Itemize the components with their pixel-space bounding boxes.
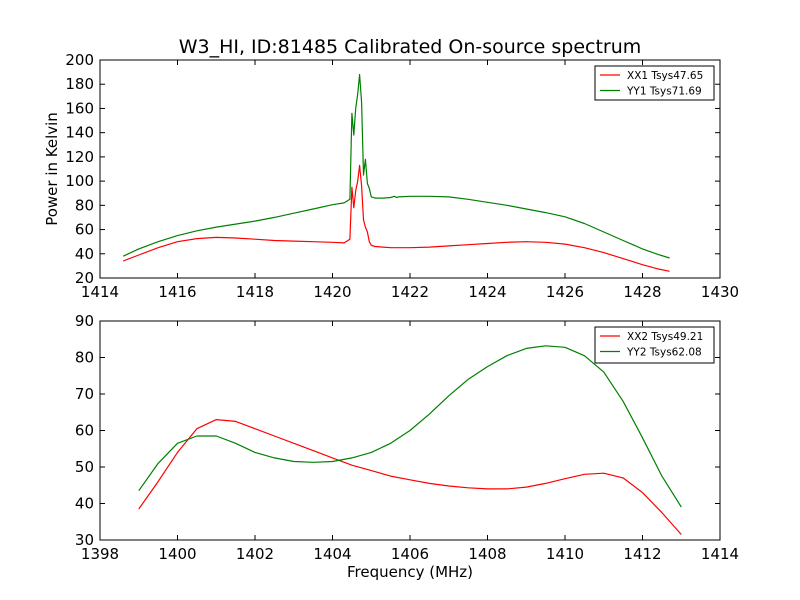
y-tick-label: 180 [65, 75, 94, 93]
y-tick-label: 80 [75, 196, 94, 214]
y-axis-label: Power in Kelvin [43, 112, 61, 226]
x-tick-label: 1416 [158, 283, 196, 301]
top-axes-frame [99, 59, 721, 279]
y-tick-label: 80 [75, 349, 94, 367]
x-tick-label: 1404 [313, 545, 351, 563]
x-tick-label: 1414 [81, 283, 119, 301]
y-tick-label: 60 [75, 221, 94, 239]
y-tick-label: 20 [75, 269, 94, 287]
y-tick-label: 200 [65, 51, 94, 69]
y-tick-label: 70 [75, 385, 94, 403]
legend-box [594, 326, 715, 364]
top-axes: W3_HI, ID:81485 Calibrated On-source spe… [43, 36, 739, 301]
x-tick-label: 1418 [236, 283, 274, 301]
y-tick-label: 40 [75, 245, 94, 263]
y-tick-label: 140 [65, 124, 94, 142]
x-tick-label: 1412 [623, 545, 661, 563]
y-tick-label: 40 [75, 495, 94, 513]
legend-entry: XX2 Tsys49.21 [627, 331, 703, 343]
x-tick-label: 1400 [158, 545, 196, 563]
series-line-xx2 [138, 419, 682, 535]
legend: XX1 Tsys47.65 YY1 Tsys71.69 [594, 65, 715, 101]
series-line-yy2 [138, 345, 682, 508]
y-tick-label: 160 [65, 99, 94, 117]
y-tick-label: 120 [65, 148, 94, 166]
x-tick-label: 1398 [81, 545, 119, 563]
y-tick-label: 60 [75, 422, 94, 440]
series-line-yy1 [122, 73, 670, 259]
x-tick-label: 1422 [391, 283, 429, 301]
x-tick-label: 1414 [701, 545, 739, 563]
bottom-axes-frame [99, 320, 721, 541]
legend: XX2 Tsys49.21 YY2 Tsys62.08 [594, 326, 715, 364]
y-tick-label: 100 [65, 172, 94, 190]
legend-entry: YY2 Tsys62.08 [626, 347, 702, 359]
x-tick-label: 1420 [313, 283, 351, 301]
chart-title: W3_HI, ID:81485 Calibrated On-source spe… [179, 36, 642, 58]
legend-box [594, 65, 715, 101]
bottom-axes: Frequency (MHz) 1398 1400 1402 1404 1406 1408… [75, 312, 739, 581]
legend-entry: XX1 Tsys47.65 [627, 70, 703, 82]
bottom-plot-area: 1398 1400 1402 1404 1406 1408 1410 1412 1414 30 40… [75, 312, 739, 563]
series-line-xx1 [122, 164, 670, 272]
y-tick-label: 30 [75, 531, 94, 549]
x-tick-label: 1426 [546, 283, 584, 301]
legend-entry: YY1 Tsys71.69 [626, 86, 702, 98]
x-tick-label: 1430 [701, 283, 739, 301]
x-tick-label: 1408 [468, 545, 506, 563]
x-tick-label: 1402 [236, 545, 274, 563]
x-axis-label: Frequency (MHz) [347, 563, 473, 581]
x-tick-label: 1424 [468, 283, 506, 301]
x-tick-label: 1406 [391, 545, 429, 563]
y-tick-label: 90 [75, 312, 94, 330]
x-tick-label: 1428 [623, 283, 661, 301]
top-plot-area: 1414 1416 1418 1420 1422 1424 1426 1428 1430 20 40… [65, 51, 739, 301]
x-tick-label: 1410 [546, 545, 584, 563]
y-tick-label: 50 [75, 458, 94, 476]
